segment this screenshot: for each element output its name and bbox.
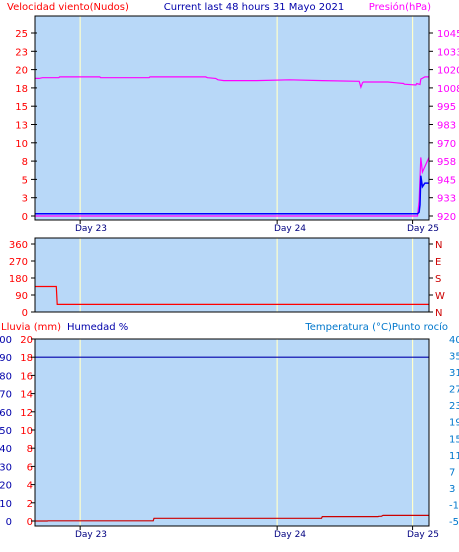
p1-yright-tick-4: 970	[437, 139, 456, 150]
p2-compass-tick-0: N	[435, 308, 442, 319]
p3-yright-tick-11: 40	[449, 335, 459, 346]
p1-yleft-tick-5: 13	[15, 121, 28, 132]
p1-yright-tick-2: 945	[437, 175, 456, 186]
p3-yright-tick-3: 7	[449, 467, 455, 478]
p2-yleft-tick-2: 180	[9, 274, 28, 285]
p2-yleft-tick-3: 270	[9, 257, 28, 268]
p3-right-label: Temperatura (°C)Punto rocío	[304, 321, 448, 333]
p3-yhumidity-tick-2: 20	[0, 481, 12, 492]
p3-yright-tick-8: 27	[449, 385, 459, 396]
p3-yleft-tick-7: 14	[20, 390, 33, 401]
p3-yright-tick-2: 3	[449, 484, 455, 495]
p3-xtick-0: Day 23	[75, 530, 107, 540]
p2-yleft-tick-1: 90	[15, 291, 28, 302]
p3-yhumidity-tick-4: 40	[0, 444, 12, 455]
rain-humidity-panel: 0 10 20 30 40 50 60 70 80 90 100 0 2 4 6 8 10 12 14 16 18 20 -…	[0, 321, 459, 540]
p1-yright-tick-1: 933	[437, 194, 456, 205]
p3-yhumidity-tick-10: 100	[0, 335, 12, 346]
p3-yhumidity-tick-6: 60	[0, 408, 12, 419]
p3-frame	[34, 338, 430, 527]
p3-yhumidity-tick-1: 10	[0, 499, 12, 510]
p3-center-label: Humedad %	[67, 322, 128, 333]
p1-yright-tick-9: 1033	[437, 47, 459, 58]
p3-yleft-tick-5: 10	[20, 426, 33, 437]
p3-yright-tick-6: 19	[449, 418, 459, 429]
p1-yleft-tick-0: 0	[22, 212, 28, 223]
p3-yleft-tick-4: 8	[27, 444, 33, 455]
p2-frame	[34, 237, 430, 313]
p1-yright-tick-10: 1045	[437, 29, 459, 40]
p1-yleft-tick-7: 18	[15, 84, 28, 95]
wind-speed-line	[35, 175, 429, 215]
p3-yhumidity-tick-8: 80	[0, 371, 12, 382]
p3-yhumidity-tick-7: 70	[0, 390, 12, 401]
p3-yleft-tick-0: 0	[27, 517, 33, 528]
p1-yleft-tick-9: 23	[15, 47, 28, 58]
p3-yleft-tick-3: 6	[27, 462, 33, 473]
p3-yleft-tick-9: 18	[20, 353, 33, 364]
p2-plot-area	[35, 238, 429, 312]
p1-yleft-tick-10: 25	[15, 29, 28, 40]
p1-yleft-tick-1: 3	[22, 194, 28, 205]
p3-yhumidity-tick-3: 30	[0, 462, 12, 473]
p3-plot-area	[35, 339, 429, 526]
p2-compass-tick-3: E	[435, 257, 441, 268]
p2-yleft-tick-0: 0	[22, 308, 28, 319]
p3-xtick-2: Day 25	[407, 530, 439, 540]
p1-plot-area	[35, 16, 429, 220]
wind-direction-line	[35, 285, 429, 305]
p3-yhumidity-tick-9: 90	[0, 353, 12, 364]
p3-yleft-tick-8: 16	[20, 371, 33, 382]
p3-xtick-1: Day 24	[274, 530, 306, 540]
p3-yright-tick-4: 11	[449, 451, 459, 462]
p1-right-label: Presión(hPa)	[369, 1, 431, 13]
p1-yleft-tick-4: 10	[15, 139, 28, 150]
p3-yhumidity-tick-0: 0	[6, 517, 12, 528]
p3-yhumidity-tick-5: 50	[0, 426, 12, 437]
p3-yleft-tick-10: 20	[20, 335, 33, 346]
p3-yright-tick-9: 31	[449, 368, 459, 379]
p2-yleft-tick-4: 360	[9, 240, 28, 251]
chart-title: Current last 48 hours 31 Mayo 2021	[164, 2, 344, 13]
wind-pressure-panel: 0 3 5 8 10 13 15 18 20 23 25 920 933 945 958 970 983 995 1…	[7, 1, 459, 234]
p3-yright-tick-0: -5	[449, 517, 459, 528]
p3-yleft-tick-1: 2	[27, 499, 33, 510]
p1-frame	[34, 15, 430, 221]
p2-compass-tick-1: W	[435, 291, 445, 302]
pressure-line	[35, 76, 429, 90]
p2-compass-tick-2: S	[435, 274, 441, 285]
p1-yleft-tick-2: 5	[22, 175, 28, 186]
p1-xtick-0: Day 23	[75, 224, 107, 234]
p1-xtick-2: Day 25	[407, 224, 439, 234]
p3-yright-tick-5: 15	[449, 434, 459, 445]
p3-yright-tick-1: -1	[449, 500, 459, 511]
p1-yleft-tick-3: 8	[22, 157, 28, 168]
p1-yright-tick-3: 958	[437, 157, 456, 168]
rain-line	[35, 514, 429, 522]
p1-xtick-1: Day 24	[274, 224, 306, 234]
p1-yright-tick-5: 983	[437, 121, 456, 132]
p1-yleft-tick-8: 20	[15, 66, 28, 77]
p2-compass-tick-4: N	[435, 240, 442, 251]
p3-yleft-tick-2: 4	[27, 481, 33, 492]
p1-yright-tick-6: 995	[437, 102, 456, 113]
p3-left-label: Lluvia (mm)	[1, 322, 61, 333]
p1-left-label: Velocidad viento(Nudos)	[7, 2, 129, 13]
p1-yright-tick-7: 1008	[437, 84, 459, 95]
p1-yleft-tick-6: 15	[15, 102, 28, 113]
p3-yright-tick-7: 23	[449, 401, 459, 412]
p3-yright-tick-10: 35	[449, 352, 459, 363]
p3-yleft-tick-6: 12	[20, 408, 33, 419]
p1-yright-tick-0: 920	[437, 212, 456, 223]
